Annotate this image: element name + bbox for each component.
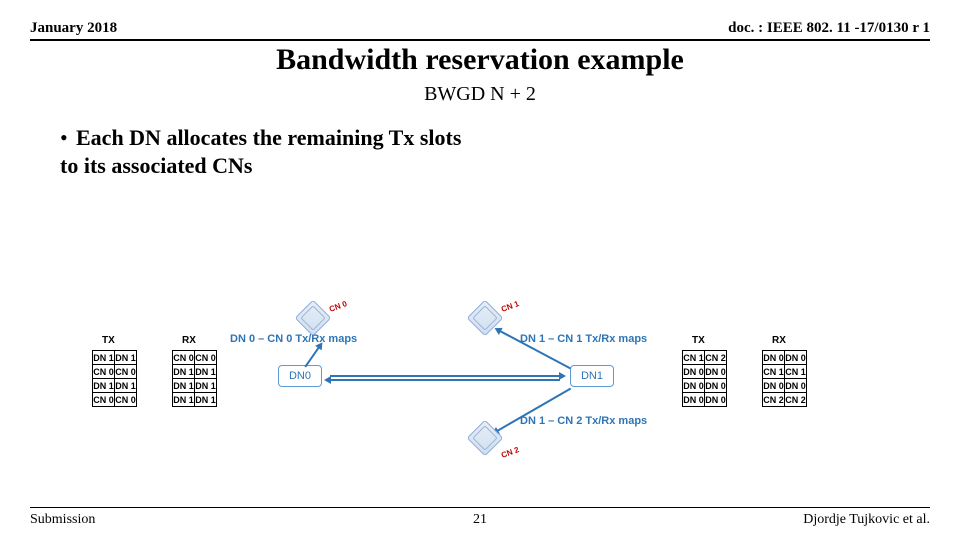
cn1-label: CN 1: [500, 299, 520, 314]
footer-left: Submission: [30, 512, 95, 528]
cn2-label: CN 2: [500, 445, 520, 460]
page-title: Bandwidth reservation example: [30, 43, 930, 77]
diagram: TX DN 1DN 1 CN 0CN 0 DN 1DN 1 CN 0CN 0 R…: [30, 310, 930, 480]
tx-label-2: TX: [692, 335, 705, 346]
tx-table-1: DN 1DN 1 CN 0CN 0 DN 1DN 1 CN 0CN 0: [92, 350, 137, 407]
arrow-dn0-dn1: [330, 375, 560, 377]
header-doc: doc. : IEEE 802. 11 -17/0130 r 1: [728, 20, 930, 37]
cn2-icon: [467, 420, 504, 457]
cn0-label: CN 0: [328, 299, 348, 314]
maps-label-right-top: DN 1 – CN 1 Tx/Rx maps: [520, 333, 647, 345]
tx-label-1: TX: [102, 335, 115, 346]
cn0-icon: [295, 300, 332, 337]
footer-page: 21: [473, 512, 487, 528]
rx-label-2: RX: [772, 335, 786, 346]
page-subtitle: BWGD N + 2: [30, 83, 930, 106]
maps-label-right-bottom: DN 1 – CN 2 Tx/Rx maps: [520, 415, 647, 427]
bullet-text: •Each DN allocates the remaining Tx slot…: [60, 124, 480, 179]
rx-label-1: RX: [182, 335, 196, 346]
dn0-node: DN0: [278, 365, 322, 387]
tx-table-2: CN 1CN 2 DN 0DN 0 DN 0DN 0 DN 0DN 0: [682, 350, 727, 407]
footer-right: Djordje Tujkovic et al.: [803, 512, 930, 528]
rx-table-2: DN 0DN 0 CN 1CN 1 DN 0DN 0 CN 2CN 2: [762, 350, 807, 407]
header-date: January 2018: [30, 20, 117, 37]
rx-table-1: CN 0CN 0 DN 1DN 1 DN 1DN 1 DN 1DN 1: [172, 350, 217, 407]
arrow-dn1-dn0: [330, 379, 560, 381]
dn1-node: DN1: [570, 365, 614, 387]
maps-label-left: DN 0 – CN 0 Tx/Rx maps: [230, 333, 357, 345]
